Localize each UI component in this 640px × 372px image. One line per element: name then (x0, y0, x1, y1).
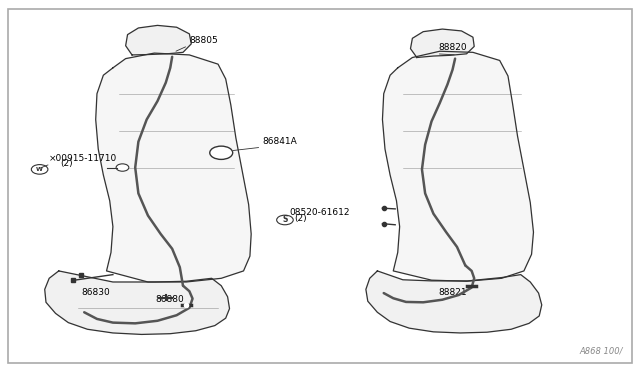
Text: 86880: 86880 (156, 295, 184, 304)
Polygon shape (125, 25, 191, 55)
Circle shape (116, 164, 129, 171)
Text: 86830: 86830 (81, 288, 110, 297)
Text: (2): (2) (60, 159, 72, 168)
Circle shape (31, 164, 48, 174)
Text: 88820: 88820 (438, 44, 467, 52)
Text: S: S (282, 215, 287, 224)
Polygon shape (96, 53, 251, 282)
Text: A868 100/: A868 100/ (579, 347, 623, 356)
Polygon shape (366, 271, 541, 333)
Polygon shape (410, 29, 474, 58)
Polygon shape (383, 51, 534, 281)
Text: 88805: 88805 (189, 36, 218, 45)
Text: ×00915-11710: ×00915-11710 (49, 154, 117, 163)
Text: 88821: 88821 (438, 288, 467, 297)
Polygon shape (45, 271, 230, 334)
Text: (2): (2) (294, 214, 307, 223)
Text: 08520-61612: 08520-61612 (289, 208, 350, 217)
Text: 86841A: 86841A (262, 137, 298, 146)
Circle shape (276, 215, 293, 225)
Circle shape (210, 146, 233, 160)
Text: W: W (36, 167, 43, 172)
